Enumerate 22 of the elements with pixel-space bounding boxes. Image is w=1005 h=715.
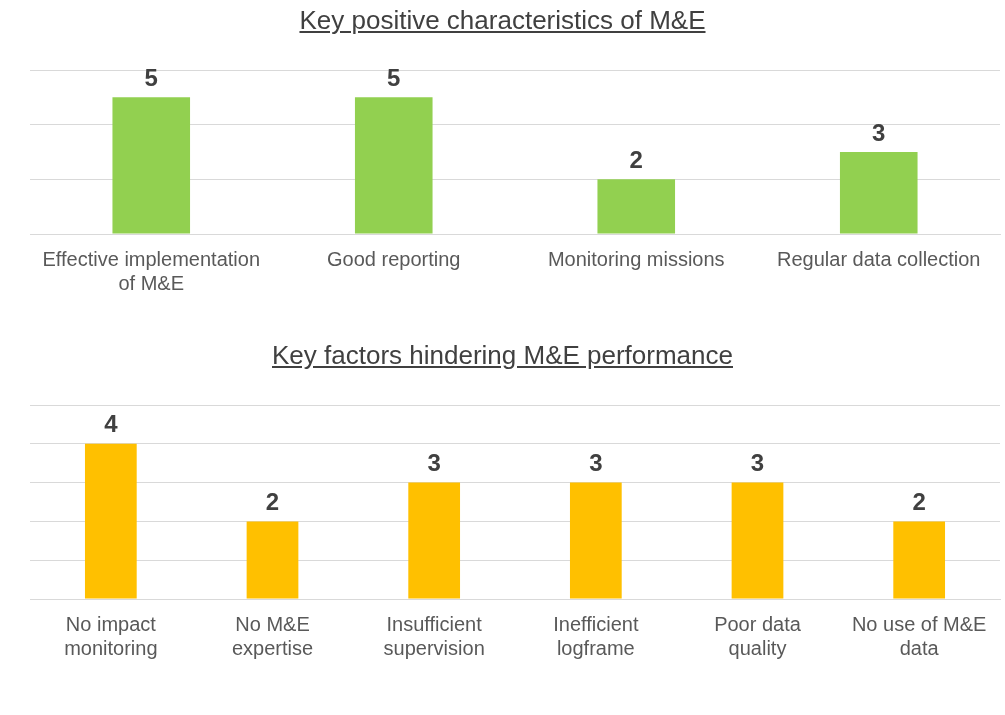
data-label: 2 xyxy=(912,488,926,516)
data-label: 5 xyxy=(387,63,401,91)
chart-title: Key positive characteristics of M&E xyxy=(298,4,707,37)
data-label: 3 xyxy=(872,118,886,146)
x-tick-label: No M&E expertise xyxy=(231,612,314,659)
x-tick-label: Insufficient supervision xyxy=(383,612,485,659)
data-label: 3 xyxy=(427,449,441,477)
x-tick-label: Inefficient logframe xyxy=(553,612,639,659)
x-tick-label: Monitoring missions xyxy=(547,247,725,270)
data-label: 4 xyxy=(104,410,119,438)
x-tick-label: Effective implementation of M&E xyxy=(42,247,261,294)
x-tick-label: No use of M&E data xyxy=(851,612,987,659)
data-label: 5 xyxy=(144,63,158,91)
data-label: 2 xyxy=(629,145,643,173)
data-label: 3 xyxy=(589,449,603,477)
data-label: 2 xyxy=(265,488,280,516)
x-tick-label: Poor data quality xyxy=(714,612,802,659)
x-tick-label: No impact monitoring xyxy=(64,612,158,659)
data-label: 3 xyxy=(750,449,765,477)
x-tick-label: Good reporting xyxy=(327,247,461,270)
chart-title: Key factors hindering M&E performance xyxy=(271,339,734,372)
x-tick-label: Regular data collection xyxy=(777,247,981,270)
